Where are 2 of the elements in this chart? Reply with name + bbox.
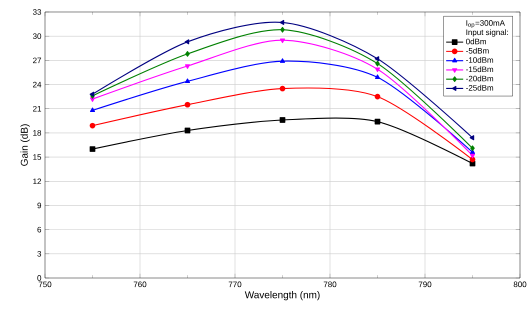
y-axis-title: Gain (dB) — [20, 124, 30, 166]
x-axis-title: Wavelength (nm) — [244, 291, 320, 300]
